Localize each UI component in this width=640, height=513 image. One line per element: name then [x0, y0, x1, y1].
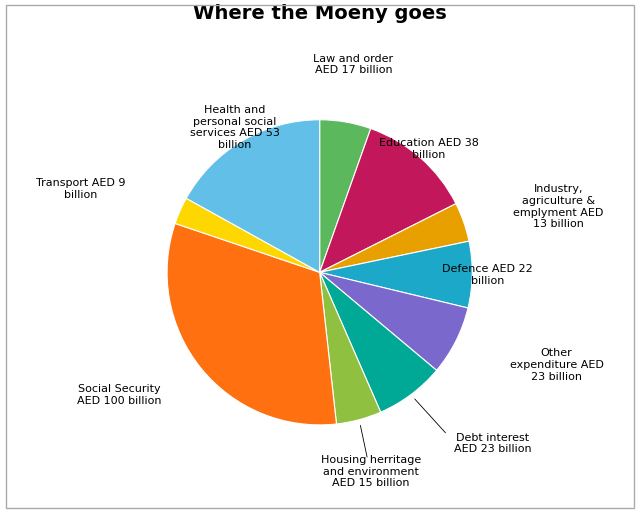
- Text: Other
expenditure AED
23 billion: Other expenditure AED 23 billion: [509, 348, 604, 382]
- Wedge shape: [319, 272, 381, 424]
- Text: Transport AED 9
billion: Transport AED 9 billion: [36, 178, 125, 200]
- Text: Defence AED 22
billion: Defence AED 22 billion: [442, 264, 533, 286]
- Wedge shape: [319, 272, 436, 412]
- Wedge shape: [175, 198, 319, 272]
- Text: Law and order
AED 17 billion: Law and order AED 17 billion: [313, 54, 394, 75]
- Wedge shape: [186, 120, 319, 272]
- Text: Debt interest
AED 23 billion: Debt interest AED 23 billion: [454, 432, 531, 454]
- Wedge shape: [319, 120, 371, 272]
- Title: Where the Moeny goes: Where the Moeny goes: [193, 4, 447, 23]
- Text: Industry,
agriculture &
emplyment AED
13 billion: Industry, agriculture & emplyment AED 13…: [513, 185, 604, 229]
- Text: Health and
personal social
services AED 53
billion: Health and personal social services AED …: [189, 105, 280, 150]
- Wedge shape: [319, 129, 456, 272]
- Wedge shape: [167, 224, 337, 425]
- Wedge shape: [319, 204, 469, 272]
- Wedge shape: [319, 241, 472, 308]
- Text: Housing herritage
and environment
AED 15 billion: Housing herritage and environment AED 15…: [321, 455, 421, 488]
- Text: Education AED 38
billion: Education AED 38 billion: [379, 138, 479, 160]
- Text: Social Security
AED 100 billion: Social Security AED 100 billion: [77, 384, 161, 406]
- Wedge shape: [319, 272, 468, 370]
